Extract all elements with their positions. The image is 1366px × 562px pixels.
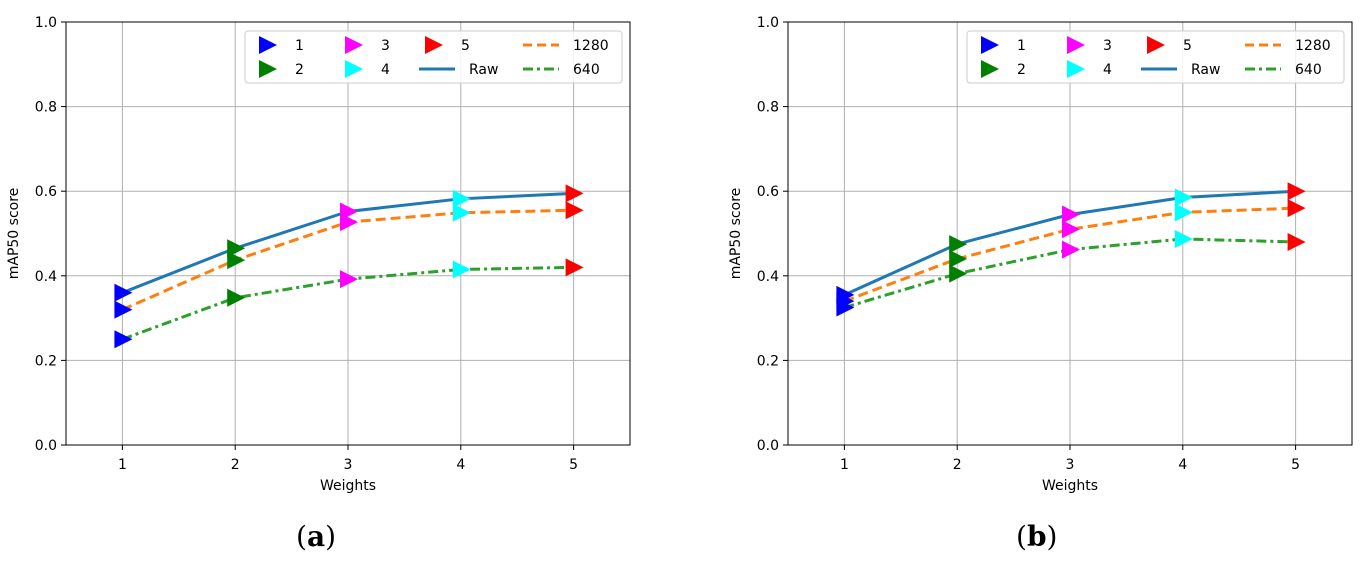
legend-label-640: 640 <box>1295 62 1322 78</box>
marker-weight-4 <box>452 203 471 222</box>
legend-label-Raw: Raw <box>1191 62 1220 78</box>
y-tick-label: 0.0 <box>757 438 779 454</box>
legend-marker-4 <box>1067 60 1085 78</box>
marker-weight-2 <box>949 249 968 268</box>
y-tick-label: 0.2 <box>757 353 779 369</box>
legend-label-5: 5 <box>461 38 470 54</box>
legend: 1 2 3 4 5 Raw 1280 640 <box>966 30 1345 84</box>
marker-weight-2 <box>949 235 968 254</box>
marker-weight-3 <box>1062 240 1080 259</box>
x-tick-label: 3 <box>1066 457 1075 473</box>
legend: 1 2 3 4 5 Raw 1280 640 <box>244 30 623 84</box>
x-tick-label: 1 <box>840 457 849 473</box>
marker-weight-4 <box>1174 188 1193 207</box>
legend-marker-1 <box>259 36 277 54</box>
marker-weight-5 <box>1287 182 1306 201</box>
caption-letter-a: a <box>306 520 326 553</box>
legend-label-1: 1 <box>295 38 304 54</box>
x-tick-label: 1 <box>118 457 127 473</box>
y-tick-label: 0.8 <box>757 100 779 116</box>
chart-panel-a: 1 2 3 4 5 0.0 0.2 0.4 0.6 0.8 1.0 Weights mAP50 scor… <box>6 15 631 553</box>
legend-marker-1 <box>981 36 999 54</box>
y-axis-label: mAP50 score <box>728 188 744 280</box>
y-tick-label: 0.0 <box>35 438 57 454</box>
x-tick-label: 2 <box>953 457 962 473</box>
marker-weight-5 <box>565 184 584 203</box>
marker-weight-5 <box>1287 232 1306 251</box>
marker-weight-3 <box>340 213 358 232</box>
y-tick-label: 1.0 <box>35 15 57 31</box>
x-axis-label: Weights <box>1042 478 1098 494</box>
legend-label-1280: 1280 <box>573 38 609 54</box>
marker-weight-3 <box>340 270 358 289</box>
legend-label-3: 3 <box>381 38 390 54</box>
legend-label-2: 2 <box>1017 62 1026 78</box>
marker-weight-2 <box>227 251 246 270</box>
x-tick-label: 4 <box>456 457 465 473</box>
legend-marker-5 <box>1147 36 1165 54</box>
marker-weight-1 <box>114 300 133 319</box>
caption-a: (a) <box>296 520 337 553</box>
legend-label-Raw: Raw <box>469 62 498 78</box>
legend-label-2: 2 <box>295 62 304 78</box>
marker-weight-4 <box>1174 229 1193 248</box>
caption-b: (b) <box>1016 520 1058 553</box>
y-tick-label: 0.8 <box>35 100 57 116</box>
chart-panel-b: 1 2 3 4 5 0.0 0.2 0.4 0.6 0.8 1.0 Weights mAP50 scor… <box>683 0 1366 562</box>
marker-weight-2 <box>227 288 246 307</box>
y-tick-label: 0.4 <box>35 269 57 285</box>
series-line-1280 <box>843 206 1296 303</box>
legend-marker-3 <box>345 36 363 54</box>
y-axis-label: mAP50 score <box>6 188 22 280</box>
marker-weight-4 <box>1174 203 1193 222</box>
marker-weight-2 <box>227 239 246 258</box>
chart-svg-b: 1 2 3 4 5 0.0 0.2 0.4 0.6 0.8 1.0 Weights mAP50 scor… <box>728 15 1353 494</box>
x-tick-label: 5 <box>569 457 578 473</box>
legend-label-4: 4 <box>381 62 390 78</box>
x-tick-label: 3 <box>344 457 353 473</box>
chart-svg-a: 1 2 3 4 5 0.0 0.2 0.4 0.6 0.8 1.0 Weights mAP50 scor… <box>6 15 631 494</box>
legend-label-4: 4 <box>1103 62 1112 78</box>
marker-weight-4 <box>452 189 471 208</box>
marker-weight-2 <box>949 264 968 283</box>
legend-marker-2 <box>259 60 277 78</box>
y-tick-label: 0.4 <box>757 269 779 285</box>
marker-weight-5 <box>565 258 584 277</box>
y-tick-label: 1.0 <box>757 15 779 31</box>
marker-weight-4 <box>452 260 471 279</box>
caption-letter-b: b <box>1026 520 1047 553</box>
marker-weight-1 <box>114 283 133 302</box>
x-tick-label: 2 <box>231 457 240 473</box>
plot-frame <box>787 21 1353 446</box>
y-tick-label: 0.2 <box>35 353 57 369</box>
legend-label-3: 3 <box>1103 38 1112 54</box>
marker-weight-1 <box>836 298 855 317</box>
x-axis-label: Weights <box>320 478 376 494</box>
plot-frame <box>65 21 631 446</box>
marker-weight-5 <box>1287 199 1306 218</box>
marker-weight-3 <box>1062 220 1080 239</box>
legend-marker-3 <box>1067 36 1085 54</box>
legend-marker-5 <box>425 36 443 54</box>
marker-weight-1 <box>114 330 133 349</box>
x-tick-label: 5 <box>1291 457 1300 473</box>
legend-label-1280: 1280 <box>1295 38 1331 54</box>
legend-label-640: 640 <box>573 62 600 78</box>
legend-marker-2 <box>981 60 999 78</box>
y-tick-label: 0.6 <box>757 184 779 200</box>
x-tick-label: 4 <box>1178 457 1187 473</box>
legend-label-1: 1 <box>1017 38 1026 54</box>
marker-weight-5 <box>565 201 584 220</box>
legend-marker-4 <box>345 60 363 78</box>
y-tick-label: 0.6 <box>35 184 57 200</box>
marker-weight-3 <box>1062 205 1080 224</box>
legend-label-5: 5 <box>1183 38 1192 54</box>
